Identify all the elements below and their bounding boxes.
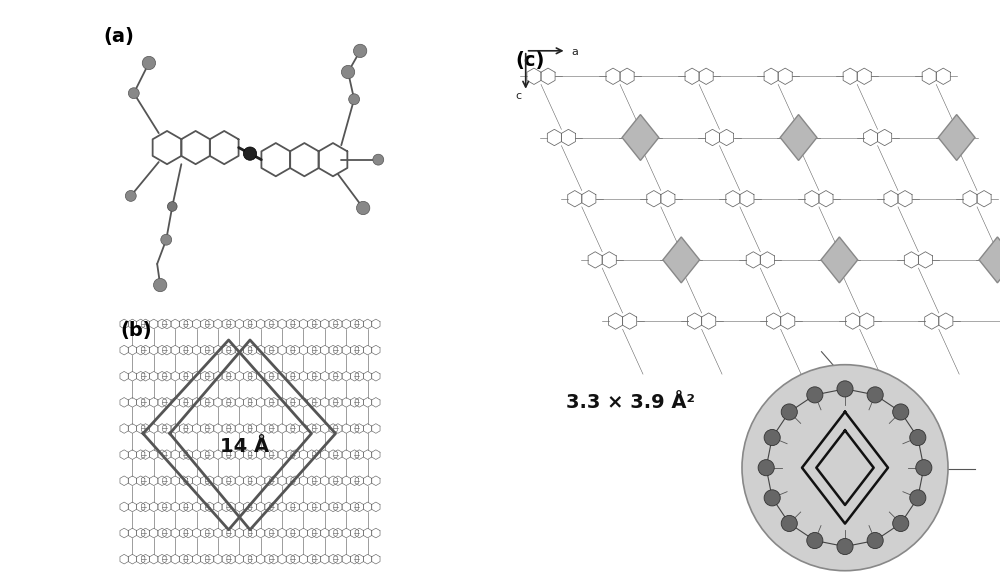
Circle shape (128, 88, 139, 99)
Circle shape (893, 404, 909, 420)
Circle shape (764, 429, 780, 446)
Circle shape (758, 460, 774, 476)
Circle shape (354, 44, 367, 58)
Circle shape (867, 532, 883, 548)
Circle shape (341, 66, 355, 78)
Circle shape (781, 515, 797, 532)
Circle shape (837, 539, 853, 555)
Text: 3.3 × 3.9 Å²: 3.3 × 3.9 Å² (566, 393, 696, 412)
Circle shape (781, 404, 797, 420)
Circle shape (154, 278, 167, 292)
Polygon shape (938, 114, 975, 160)
Circle shape (916, 460, 932, 476)
Circle shape (867, 387, 883, 403)
Circle shape (243, 147, 257, 160)
Polygon shape (622, 114, 659, 160)
Circle shape (357, 202, 370, 214)
Polygon shape (821, 237, 858, 283)
Text: (c): (c) (516, 51, 545, 70)
Text: (a): (a) (103, 27, 134, 46)
Text: c: c (515, 91, 521, 101)
Circle shape (373, 154, 384, 165)
Circle shape (807, 387, 823, 403)
Polygon shape (979, 237, 1000, 283)
Circle shape (807, 532, 823, 548)
Circle shape (161, 234, 172, 245)
Text: 14 Å: 14 Å (220, 437, 269, 457)
Circle shape (125, 191, 136, 202)
Circle shape (167, 202, 177, 211)
Text: a: a (572, 47, 578, 57)
Text: (b): (b) (120, 321, 152, 340)
Circle shape (910, 429, 926, 446)
Ellipse shape (742, 365, 948, 571)
Polygon shape (780, 114, 817, 160)
Circle shape (764, 490, 780, 506)
Circle shape (893, 515, 909, 532)
Circle shape (142, 56, 156, 70)
Circle shape (349, 94, 360, 105)
Circle shape (837, 381, 853, 397)
Polygon shape (663, 237, 700, 283)
Circle shape (910, 490, 926, 506)
